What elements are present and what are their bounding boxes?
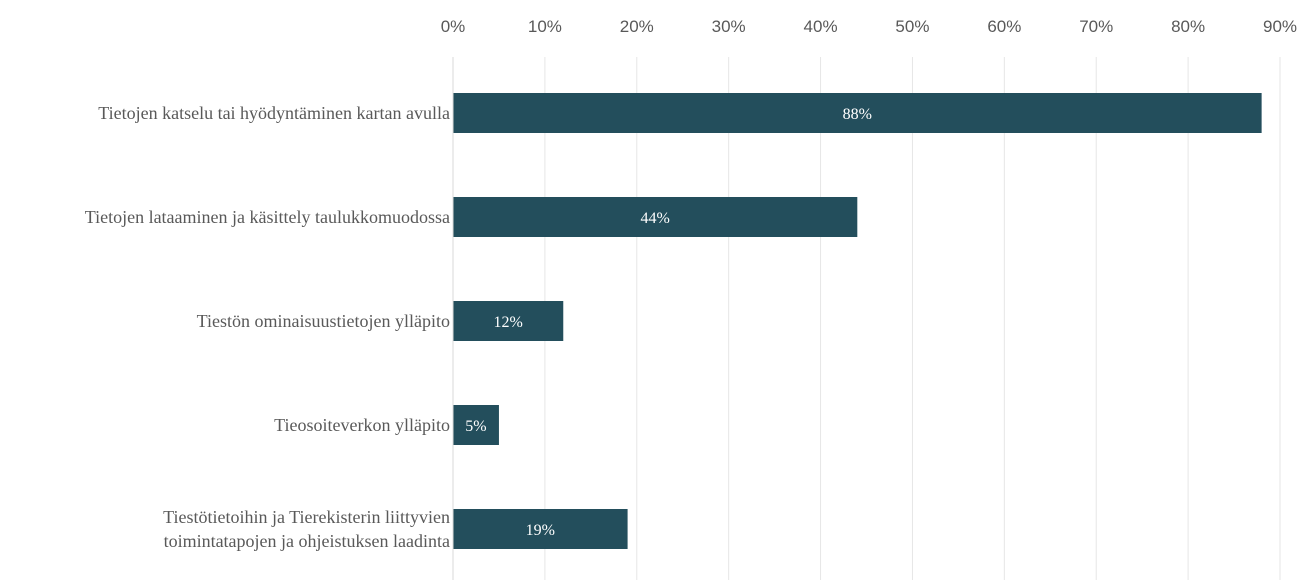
x-tick-label: 0% — [441, 17, 466, 36]
data-label: 5% — [465, 418, 486, 435]
category-label-line: Tiestön ominaisuustietojen ylläpito — [197, 311, 450, 331]
bar — [453, 405, 499, 445]
data-label: 88% — [843, 106, 872, 123]
x-tick-label: 40% — [804, 17, 838, 36]
category-label: Tieosoiteverkon ylläpito — [274, 415, 450, 435]
bar — [453, 301, 564, 341]
bar — [453, 509, 628, 549]
category-label-line: Tietojen lataaminen ja käsittely taulukk… — [85, 207, 450, 227]
category-labels: Tietojen katselu tai hyödyntäminen karta… — [85, 103, 450, 551]
data-label: 12% — [493, 314, 522, 331]
category-label: Tiestön ominaisuustietojen ylläpito — [197, 311, 450, 331]
category-label: Tiestötietoihin ja Tierekisterin liittyv… — [163, 507, 450, 551]
data-label: 19% — [526, 522, 555, 539]
category-label-line: Tiestötietoihin ja Tierekisterin liittyv… — [163, 507, 450, 527]
x-tick-label: 70% — [1079, 17, 1113, 36]
x-tick-label: 90% — [1263, 17, 1297, 36]
x-tick-label: 20% — [620, 17, 654, 36]
x-tick-label: 50% — [895, 17, 929, 36]
bar — [453, 197, 858, 237]
category-label-line: Tieosoiteverkon ylläpito — [274, 415, 450, 435]
x-tick-label: 60% — [987, 17, 1021, 36]
category-label-line: Tietojen katselu tai hyödyntäminen karta… — [98, 103, 450, 123]
x-tick-label: 80% — [1171, 17, 1205, 36]
category-label: Tietojen lataaminen ja käsittely taulukk… — [85, 207, 450, 227]
category-label: Tietojen katselu tai hyödyntäminen karta… — [98, 103, 450, 123]
category-label-line: toimintatapojen ja ohjeistuksen laadinta — [164, 531, 450, 551]
bars: 88% 44% 12% 5% 19% — [453, 93, 1262, 549]
x-tick-label: 10% — [528, 17, 562, 36]
bar — [453, 93, 1262, 133]
x-axis-ticks: 0% 10% 20% 30% 40% 50% 60% 70% 80% 90% — [441, 17, 1297, 36]
gridlines — [544, 57, 1281, 580]
data-label: 44% — [640, 210, 669, 227]
x-tick-label: 30% — [712, 17, 746, 36]
